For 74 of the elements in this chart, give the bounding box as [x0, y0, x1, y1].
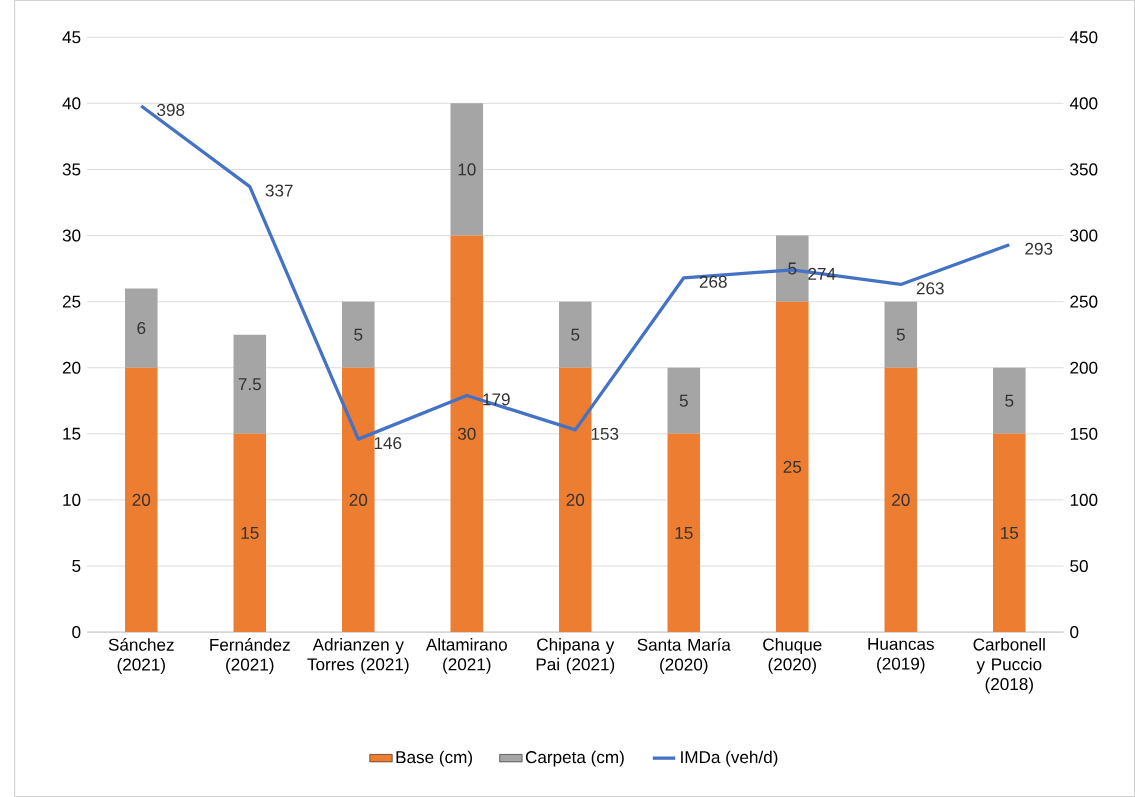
bar [233, 334, 267, 434]
y-tick-label: 15 [63, 427, 81, 440]
bar [993, 367, 1026, 434]
bar [233, 433, 267, 633]
bar [884, 301, 918, 368]
data-label: 20 [566, 493, 585, 506]
data-label: 15 [675, 527, 693, 539]
y2-tick-label: 100 [1070, 493, 1098, 506]
y2-tick-label: 50 [1070, 559, 1088, 573]
x-tick-label: Carbonell y Puccio (2018) [973, 638, 1045, 694]
bar [884, 367, 918, 633]
data-label: 15 [1001, 527, 1019, 539]
y2-tick-label: 0 [1070, 626, 1079, 639]
y2-tick-label: 400 [1069, 97, 1098, 110]
x-tick-label: Fernández (2021) [210, 638, 290, 674]
y-tick-label: 0 [72, 626, 81, 639]
bar [993, 433, 1026, 633]
data-label: 293 [1025, 242, 1053, 255]
data-label: 25 [783, 460, 802, 473]
y-tick-label: 5 [72, 560, 81, 572]
data-label: 20 [349, 493, 368, 506]
bar [125, 288, 158, 368]
data-label: 5 [571, 328, 580, 341]
data-label: 20 [892, 493, 910, 506]
x-tick-label: Altamirano (2021) [425, 638, 507, 674]
data-label: 10 [458, 163, 476, 176]
data-label: 20 [132, 493, 151, 506]
data-label: 179 [483, 393, 510, 406]
bar [776, 301, 809, 633]
y2-tick-label: 300 [1070, 229, 1098, 242]
bar [125, 367, 158, 633]
data-label: 5 [354, 328, 363, 341]
data-label: 398 [157, 103, 185, 116]
data-label: 30 [457, 427, 476, 440]
y2-tick-label: 150 [1070, 427, 1098, 440]
y-tick-label: 25 [62, 295, 81, 308]
y2-tick-label: 350 [1070, 163, 1098, 176]
y-tick-label: 10 [63, 493, 81, 506]
bar [450, 235, 484, 633]
data-label: 15 [241, 527, 259, 539]
legend-label: IMDa (veh/d) [681, 750, 778, 767]
y-tick-label: 45 [62, 31, 81, 44]
bar [559, 301, 592, 368]
bar [776, 235, 809, 302]
x-tick-label: Chuque (2020) [763, 638, 822, 674]
y2-tick-label: 450 [1069, 31, 1098, 44]
data-label: 5 [1005, 394, 1014, 407]
data-label: 337 [265, 184, 293, 197]
data-label: 5 [788, 262, 797, 275]
bar [450, 103, 484, 236]
y-tick-label: 30 [62, 229, 81, 242]
x-tick-label: Sánchez (2021) [108, 638, 174, 674]
legend-label: Carpeta (cm) [525, 750, 624, 767]
y2-tick-label: 200 [1070, 361, 1098, 374]
data-label: 263 [916, 282, 944, 295]
data-label: 5 [896, 328, 905, 341]
y-tick-label: 40 [62, 97, 81, 110]
x-tick-label: Chipana y Pai (2021) [536, 638, 615, 674]
y-tick-label: 35 [62, 163, 81, 176]
data-label: 268 [699, 275, 727, 288]
bar [342, 367, 375, 633]
y-tick-label: 20 [62, 361, 81, 374]
bar [667, 433, 701, 633]
bar [667, 367, 701, 434]
x-tick-label: Santa María (2020) [637, 638, 731, 674]
data-label: 5 [679, 394, 688, 407]
data-label: 6 [137, 322, 146, 335]
y2-tick-label: 250 [1070, 295, 1098, 308]
x-tick-label: Huancas (2019) [868, 638, 934, 674]
bar [559, 367, 592, 633]
bar [342, 301, 375, 368]
legend-label: Base (cm) [396, 750, 473, 767]
x-tick-label: Adrianzen y Torres (2021) [307, 638, 409, 674]
data-label: 7.5 [238, 378, 261, 391]
